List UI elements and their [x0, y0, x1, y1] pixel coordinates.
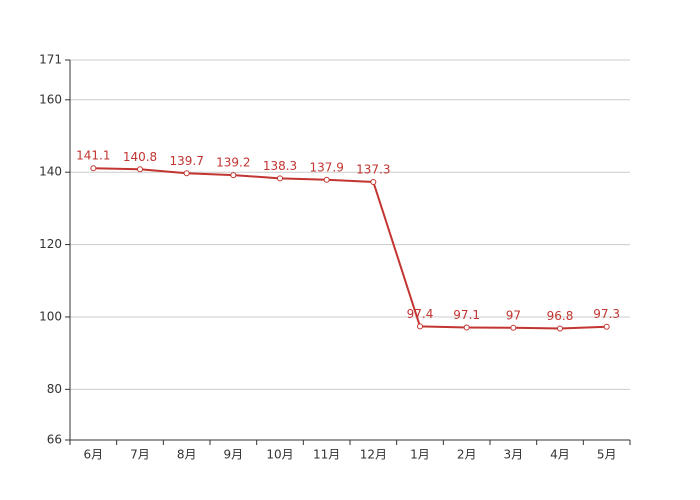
- data-label: 138.3: [263, 159, 297, 173]
- x-tick-label: 7月: [130, 448, 150, 462]
- point: [183, 170, 190, 177]
- data-label: 97.3: [593, 307, 620, 321]
- y-tick-label: 160: [39, 92, 62, 106]
- point: [417, 323, 423, 330]
- y-tick-label: 100: [39, 309, 62, 323]
- data-label: 141.1: [76, 149, 110, 163]
- data-label: 140.8: [123, 150, 157, 164]
- point: [137, 166, 143, 173]
- y-tick-label: 80: [47, 382, 62, 396]
- data-label: 96.8: [547, 309, 574, 323]
- y-tick-label: 66: [47, 433, 62, 447]
- x-tick-label: 6月: [84, 448, 104, 462]
- data-label: 97: [506, 308, 521, 322]
- x-tick-label: 12月: [360, 448, 387, 462]
- x-tick-label: 1月: [410, 448, 430, 462]
- x-tick-label: 2月: [457, 448, 477, 462]
- data-label: 97.4: [407, 307, 434, 321]
- x-tick-label: 8月: [177, 448, 197, 462]
- x-tick-label: 5月: [597, 448, 617, 462]
- x-tick-label: 11月: [313, 448, 340, 462]
- y-tick-label: 171: [39, 53, 62, 67]
- data-label: 139.2: [216, 156, 250, 170]
- data-label: 137.9: [309, 160, 343, 174]
- line: [93, 167, 607, 330]
- data-label: 139.7: [169, 154, 203, 168]
- point: [603, 323, 610, 330]
- point: [323, 176, 330, 183]
- point: [230, 172, 237, 179]
- point: [463, 324, 470, 331]
- point: [370, 178, 377, 185]
- point: [510, 324, 517, 331]
- y-tick-label: 120: [39, 237, 62, 251]
- x-tick-label: 3月: [504, 448, 524, 462]
- x-tick-label: 10月: [266, 448, 293, 462]
- y-tick-label: 140: [39, 165, 62, 179]
- point: [90, 165, 97, 172]
- data-label: 137.3: [356, 162, 390, 176]
- data-label: 97.1: [453, 308, 480, 322]
- point: [277, 175, 283, 182]
- x-tick-label: 9月: [224, 448, 244, 462]
- point: [557, 325, 563, 332]
- x-tick-label: 4月: [550, 448, 570, 462]
